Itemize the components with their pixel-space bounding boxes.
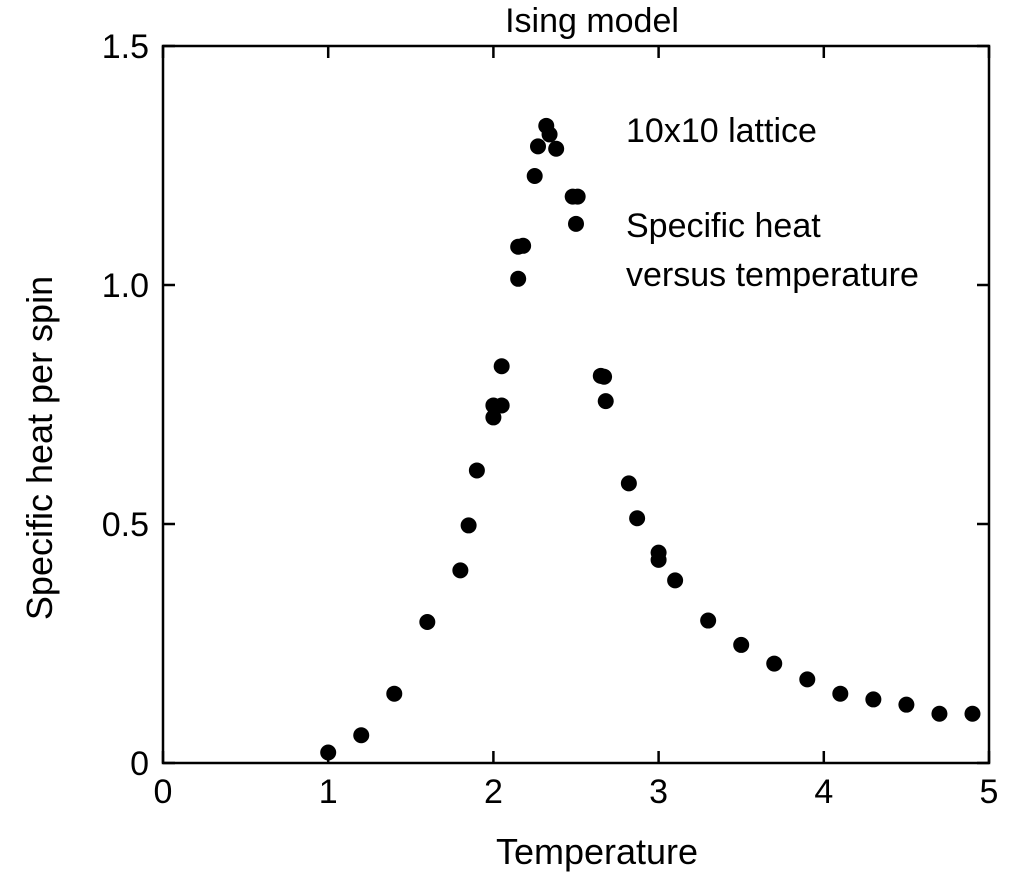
data-point xyxy=(650,551,667,568)
data-point xyxy=(620,475,637,492)
data-point xyxy=(629,510,646,527)
chart-title: Ising model xyxy=(505,2,679,40)
data-point xyxy=(898,696,915,713)
data-point xyxy=(541,126,558,143)
data-point xyxy=(832,685,849,702)
data-point xyxy=(568,215,584,232)
x-tick-label: 0 xyxy=(154,773,173,811)
plot-frame xyxy=(161,44,991,765)
data-point xyxy=(530,138,547,155)
x-tick-label: 2 xyxy=(484,773,503,811)
data-point xyxy=(460,517,477,534)
y-tick-label: 1.5 xyxy=(102,28,149,66)
x-axis-label: Temperature xyxy=(496,831,698,872)
plot-border xyxy=(161,44,991,765)
y-tick-label: 0 xyxy=(130,745,149,783)
data-point xyxy=(733,636,750,653)
data-point xyxy=(320,744,337,761)
data-point xyxy=(485,409,502,426)
data-point xyxy=(700,612,717,629)
x-tick-label: 5 xyxy=(980,773,999,811)
y-axis-label: Specific heat per spin xyxy=(19,276,60,620)
y-axis-ticks: 0 0.5 1.0 1.5 xyxy=(102,28,989,783)
annotation-lattice: 10x10 lattice xyxy=(626,112,817,150)
data-point xyxy=(419,613,436,630)
y-tick-label: 1.0 xyxy=(102,267,149,305)
data-point xyxy=(510,270,527,287)
data-point xyxy=(964,705,981,722)
x-tick-label: 3 xyxy=(649,773,668,811)
data-point xyxy=(493,358,510,375)
data-point xyxy=(865,691,882,708)
data-point xyxy=(597,393,614,410)
data-point xyxy=(386,685,403,702)
y-tick-label: 0.5 xyxy=(102,506,149,544)
annotation-versus-temperature: versus temperature xyxy=(626,256,919,294)
x-axis-ticks: 0 1 2 3 4 5 xyxy=(154,46,999,811)
data-point xyxy=(799,671,816,688)
data-point xyxy=(596,368,613,385)
data-point xyxy=(353,727,370,744)
data-point xyxy=(526,168,543,185)
data-point xyxy=(548,140,565,157)
x-tick-label: 1 xyxy=(319,773,338,811)
data-point xyxy=(667,572,684,589)
annotation-specific-heat: Specific heat xyxy=(626,207,821,245)
data-point xyxy=(493,397,510,414)
x-tick-label: 4 xyxy=(814,773,833,811)
data-point xyxy=(766,655,783,672)
data-point xyxy=(468,462,485,479)
data-point xyxy=(515,237,532,254)
data-point xyxy=(569,188,586,205)
data-point xyxy=(931,705,948,722)
data-point xyxy=(452,562,469,579)
data-points xyxy=(320,117,981,761)
